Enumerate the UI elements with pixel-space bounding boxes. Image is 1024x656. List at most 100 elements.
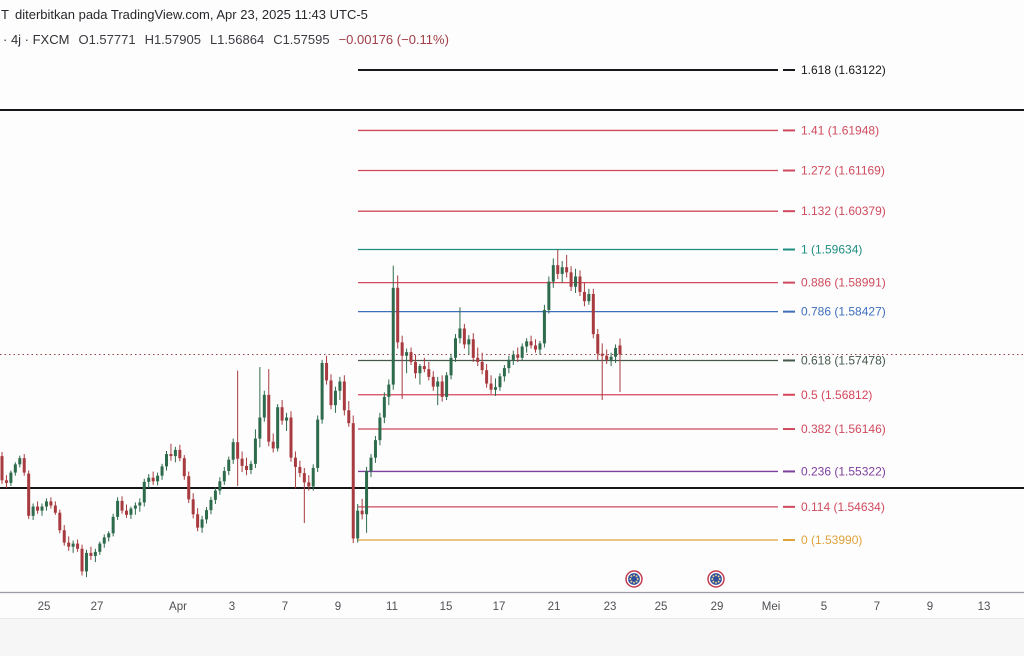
candle-body — [253, 438, 257, 464]
candle-body — [71, 543, 75, 547]
candle-body — [213, 490, 217, 500]
candle-body — [378, 417, 382, 441]
candle-body — [80, 548, 84, 572]
x-axis-label[interactable]: 5 — [821, 601, 827, 613]
candle-body — [578, 276, 582, 292]
candle-body — [187, 476, 191, 500]
candle-body — [116, 500, 120, 517]
candle-body — [369, 457, 373, 472]
candle-body — [582, 291, 586, 302]
candle-body — [267, 394, 271, 442]
candle-body — [53, 505, 57, 513]
legend-close: C1.57595 — [273, 32, 330, 47]
candle-body — [516, 354, 520, 358]
candle-body — [89, 552, 93, 556]
eu-holiday-icon[interactable] — [625, 570, 643, 588]
candle-body — [316, 419, 320, 468]
candle-body — [280, 407, 284, 421]
x-axis-label[interactable]: 25 — [38, 601, 51, 613]
candle-body — [271, 441, 275, 449]
candle-body — [520, 346, 524, 358]
candle-body — [218, 481, 222, 491]
candle-body — [262, 394, 266, 418]
candle-body — [413, 361, 417, 374]
candle-body — [245, 465, 249, 471]
candle-body — [365, 471, 369, 515]
candle-body — [449, 357, 453, 376]
candle-body — [320, 362, 324, 420]
candle-body — [494, 387, 498, 390]
x-axis-label[interactable]: 11 — [386, 601, 398, 613]
candle-body — [111, 516, 115, 534]
candle-body — [422, 366, 426, 370]
candle-body — [138, 502, 142, 506]
candle-body — [298, 466, 302, 474]
candle-body — [325, 362, 329, 381]
x-axis-label[interactable]: 9 — [335, 601, 341, 613]
fib-level-label: 1.618 (1.63122) — [801, 63, 886, 77]
x-axis-label[interactable]: 23 — [604, 601, 617, 613]
candle-body — [240, 458, 244, 466]
candle-body — [129, 508, 133, 515]
candle-body — [427, 369, 431, 377]
x-axis-label[interactable]: 7 — [874, 601, 880, 613]
x-axis-label[interactable]: 9 — [927, 601, 933, 613]
x-axis-label[interactable]: Apr — [169, 601, 187, 613]
candle-body — [387, 384, 391, 397]
candle-body — [302, 473, 306, 483]
candle-body — [400, 342, 404, 356]
candle-body — [191, 499, 195, 515]
x-axis-label[interactable]: 27 — [91, 601, 104, 613]
candle-body — [356, 510, 360, 539]
x-axis-label[interactable]: 15 — [440, 601, 453, 613]
candle-body — [133, 505, 137, 509]
candle-body — [120, 500, 124, 511]
x-axis-label[interactable]: 7 — [282, 601, 288, 613]
candle-body — [498, 376, 502, 388]
candle-body — [173, 449, 177, 457]
candle-body — [107, 533, 111, 538]
candle-body — [551, 265, 555, 282]
x-axis-label[interactable]: 3 — [229, 601, 235, 613]
x-axis-label[interactable]: 21 — [548, 601, 561, 613]
candle-body — [485, 370, 489, 384]
candle-body — [13, 464, 17, 473]
candle-body — [44, 501, 48, 507]
fib-level-label: 0.236 (1.55322) — [801, 464, 886, 478]
fib-level-label: 0.618 (1.57478) — [801, 353, 886, 367]
candle-body — [605, 355, 609, 360]
candle-body — [347, 410, 351, 424]
candle-body — [236, 442, 240, 459]
candle-body — [196, 514, 200, 528]
fib-level-label: 0.886 (1.58991) — [801, 276, 886, 290]
fib-level-label: 0.786 (1.58427) — [801, 305, 886, 319]
x-axis-label[interactable]: 13 — [978, 601, 991, 613]
candle-body — [311, 467, 315, 487]
x-axis-label[interactable]: 17 — [493, 601, 506, 613]
legend-high: H1.57905 — [144, 32, 201, 47]
candle-body — [534, 345, 538, 350]
candle-body — [600, 353, 604, 356]
candle-body — [182, 458, 186, 477]
eu-holiday-icon[interactable] — [707, 570, 725, 588]
candle-body — [382, 396, 386, 418]
candle-body — [547, 281, 551, 310]
candle-body — [98, 543, 102, 552]
candle-body — [49, 501, 53, 506]
x-axis-label[interactable]: 25 — [655, 601, 668, 613]
candle-body — [440, 381, 444, 397]
candle-body — [76, 543, 80, 549]
candle-body — [538, 343, 542, 350]
candle-body — [222, 471, 226, 482]
fib-level-label: 0.114 (1.54634) — [801, 500, 885, 514]
candle-body — [609, 356, 613, 360]
candle-body — [614, 348, 618, 357]
candle-body — [462, 328, 466, 345]
x-axis-label[interactable]: Mei — [762, 601, 781, 613]
candle-body — [525, 341, 529, 347]
candle-body — [169, 454, 173, 457]
candle-body — [165, 454, 169, 467]
x-axis-label[interactable]: 29 — [711, 601, 724, 613]
